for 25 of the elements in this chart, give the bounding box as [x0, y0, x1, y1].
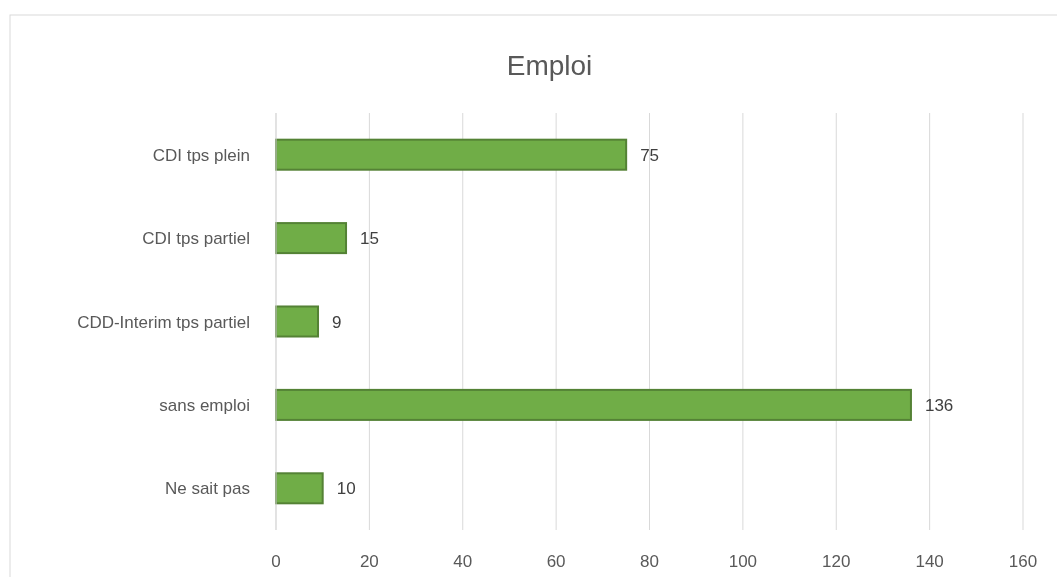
data-label: 15: [360, 229, 379, 249]
chart-title: Emploi: [506, 50, 593, 81]
y-tick-label: sans emploi: [159, 395, 250, 415]
x-tick-label: 40: [453, 552, 473, 571]
bar: [275, 388, 912, 421]
bar: [275, 305, 320, 338]
data-label: 75: [640, 145, 660, 165]
data-label: 9: [332, 312, 342, 332]
x-tick-label: 80: [640, 552, 659, 571]
bar: [275, 472, 324, 505]
y-tick-label: CDD-Interim tps partiel: [77, 312, 250, 332]
x-tick-label: 160: [1008, 552, 1038, 571]
x-tick-label: 120: [822, 552, 851, 571]
data-label: 136: [924, 395, 954, 415]
y-tick-label: CDI tps partiel: [142, 229, 250, 249]
y-tick-label: Ne sait pas: [164, 479, 250, 499]
y-tick-label: CDI tps plein: [152, 145, 250, 165]
x-tick-label: 100: [728, 552, 758, 571]
x-tick-label: 140: [915, 552, 944, 571]
x-tick-label: 60: [546, 552, 566, 571]
bar: [275, 222, 348, 255]
data-label: 10: [336, 479, 356, 499]
x-tick-label: 20: [359, 552, 379, 571]
x-tick-label: 0: [271, 552, 281, 571]
bar: [275, 138, 628, 171]
